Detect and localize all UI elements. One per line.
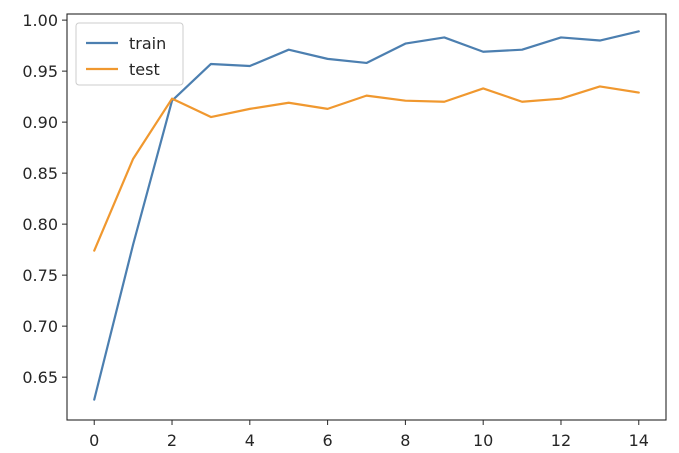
axes-spines	[66, 13, 667, 421]
y-tick-label: 1.00	[22, 11, 58, 30]
y-tick-label: 0.65	[22, 368, 58, 387]
y-tick-label: 0.80	[22, 215, 58, 234]
x-tick-label: 8	[400, 431, 410, 450]
y-axis-ticks: 0.65 0.70 0.75 0.80 0.85 0.90 0.95 1.00	[22, 11, 67, 387]
x-tick-label: 6	[323, 431, 333, 450]
y-tick-label: 0.85	[22, 164, 58, 183]
x-tick-label: 12	[551, 431, 571, 450]
y-tick-label: 0.95	[22, 62, 58, 81]
x-tick-label: 14	[629, 431, 649, 450]
series-line-train	[93, 30, 640, 401]
x-tick-label: 4	[245, 431, 255, 450]
legend-label-test: test	[129, 60, 160, 79]
axes-frame	[66, 13, 667, 421]
legend: train test	[75, 22, 184, 86]
x-tick-label: 10	[473, 431, 493, 450]
series-layer	[93, 30, 640, 401]
y-tick-label: 0.90	[22, 113, 58, 132]
series-line-test	[93, 85, 640, 252]
x-tick-label: 0	[89, 431, 99, 450]
legend-label-train: train	[129, 34, 166, 53]
x-tick-label: 2	[167, 431, 177, 450]
y-tick-label: 0.70	[22, 317, 58, 336]
x-axis-ticks: 0 2 4 6 8 10 12 14	[89, 420, 649, 450]
y-tick-label: 0.75	[22, 266, 58, 285]
